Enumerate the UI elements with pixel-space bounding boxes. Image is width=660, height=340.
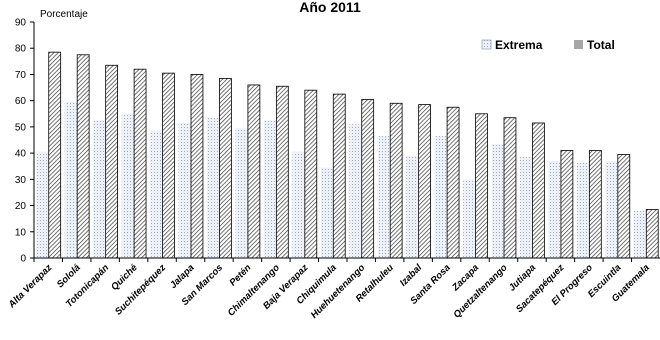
bar-total <box>133 68 147 259</box>
legend-swatch-extrema <box>481 39 492 50</box>
bar-extrema <box>292 151 305 258</box>
y-tick-label: 40 <box>15 149 27 160</box>
bar-extrema <box>434 136 447 258</box>
bar-total <box>475 113 488 259</box>
bar-extrema <box>93 120 106 258</box>
bar-extrema <box>548 160 561 258</box>
y-tick-label: 70 <box>15 70 27 81</box>
bar-total <box>105 64 118 259</box>
y-axis: 0 10 20 30 40 50 60 70 80 90 <box>15 18 35 265</box>
x-axis: Alta Verapaz SololáTotonicapánQuichéSuchi… <box>6 257 660 321</box>
bar-extrema <box>235 128 248 258</box>
bar-extrema <box>576 162 589 258</box>
bar-extrema <box>121 113 134 259</box>
bar-total <box>560 150 574 259</box>
y-tick-label: 60 <box>15 96 27 107</box>
bar-total <box>617 154 631 259</box>
bars-group <box>36 51 659 259</box>
bar-total <box>588 150 602 259</box>
x-tick-label: Quetzaltenango <box>451 262 509 320</box>
bar-total <box>418 104 431 259</box>
x-tick-label: Petén <box>227 262 253 288</box>
bar-extrema <box>520 157 532 258</box>
bar-extrema <box>463 179 476 258</box>
bar-extrema <box>320 167 333 258</box>
bar-total <box>76 54 90 259</box>
bar-total <box>332 93 346 259</box>
bar-total <box>532 122 545 259</box>
bar-extrema <box>605 160 618 258</box>
bar-total <box>275 85 289 259</box>
y-tick-label: 0 <box>20 254 26 265</box>
legend-label-total: Total <box>587 38 615 52</box>
bar-total <box>190 74 204 259</box>
bar-total <box>48 51 62 259</box>
bar-total <box>219 77 232 259</box>
bar-total <box>361 98 375 259</box>
y-tick-label: 90 <box>15 18 27 29</box>
bar-extrema <box>36 151 49 258</box>
y-tick-label: 10 <box>15 227 27 238</box>
x-tick-label: Izabal <box>398 262 425 289</box>
y-tick-label: 20 <box>15 201 27 212</box>
bar-total <box>446 106 460 259</box>
bar-extrema <box>491 143 504 258</box>
bar-extrema <box>633 210 646 258</box>
bar-total <box>247 84 261 259</box>
bar-extrema <box>64 101 77 258</box>
bar-total <box>162 72 175 259</box>
bar-extrema <box>178 122 191 258</box>
bar-extrema <box>406 155 419 258</box>
chart-title: Año 2011 <box>299 0 361 15</box>
bar-total <box>645 209 659 259</box>
bar-extrema <box>150 130 163 258</box>
y-tick-label: 30 <box>15 175 27 186</box>
x-tick-label: Suchitepéquez <box>113 262 168 317</box>
bar-extrema <box>207 117 219 258</box>
x-tick-label: Alta Verapaz <box>6 262 55 311</box>
bar-total <box>389 102 403 259</box>
legend-label-extrema: Extrema <box>495 38 543 52</box>
y-tick-label: 80 <box>15 44 27 55</box>
legend: Extrema Total <box>481 38 615 52</box>
bar-extrema <box>377 136 390 258</box>
legend-swatch-total <box>574 40 583 49</box>
y-axis-label: Porcentaje <box>40 9 88 20</box>
bar-extrema <box>263 120 276 258</box>
bar-total <box>304 89 318 259</box>
bar-extrema <box>349 124 362 259</box>
y-tick-label: 50 <box>15 122 27 133</box>
bar-total <box>503 117 517 259</box>
